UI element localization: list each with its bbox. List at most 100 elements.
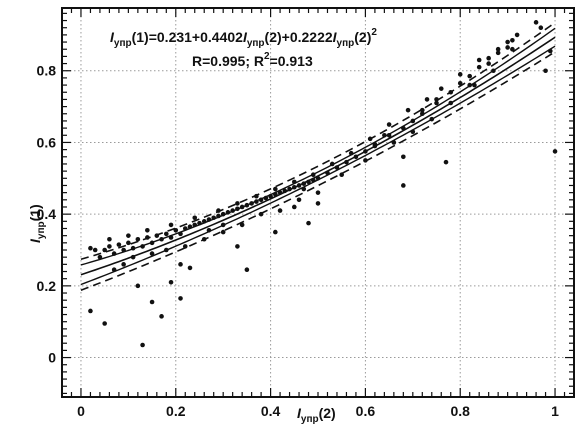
data-point [287, 186, 292, 192]
data-point [315, 201, 321, 206]
data-point [187, 265, 193, 271]
equation-i2: I [243, 29, 248, 45]
data-point [216, 213, 221, 219]
equation-sup: 2 [371, 27, 377, 38]
data-point [472, 82, 477, 88]
prediction-lower-dashed [80, 51, 556, 291]
equation-part2: (1)=0.231+0.4402 [132, 29, 244, 45]
x-label-rest: (2) [319, 405, 336, 421]
fit-band-upper-solid [80, 27, 556, 266]
data-point [301, 181, 307, 186]
data-point [258, 197, 264, 203]
data-point [363, 158, 368, 163]
data-point [315, 176, 321, 181]
data-point [476, 64, 482, 70]
data-point [130, 254, 136, 260]
y-tick-label: 0.4 [37, 206, 57, 222]
data-point [548, 48, 553, 54]
data-point [495, 46, 501, 52]
data-point [424, 97, 430, 102]
equation-part4: (2)+0.2222 [265, 29, 333, 45]
data-point [140, 342, 145, 348]
equation-sub1: упр [114, 38, 132, 49]
data-point [372, 141, 378, 147]
data-point [282, 188, 288, 194]
data-point [296, 197, 302, 203]
data-point [178, 296, 183, 301]
points-layer [88, 20, 558, 348]
y-axis-label: Iупр(1) [27, 204, 47, 243]
data-point [401, 183, 406, 188]
data-point [505, 39, 510, 45]
data-point [429, 116, 435, 122]
data-point [159, 236, 164, 242]
data-point [244, 202, 250, 208]
data-point [510, 37, 515, 43]
data-point [178, 262, 183, 267]
stats-text: R=0.995; R2=0.913 [192, 51, 313, 69]
data-point [334, 165, 340, 170]
data-point [168, 222, 174, 228]
data-point [192, 215, 198, 221]
data-point [296, 183, 302, 188]
stats-r2-val: =0.913 [270, 53, 313, 69]
data-point [149, 240, 155, 246]
data-point [367, 136, 373, 142]
grid-layer [62, 8, 574, 397]
data-point [111, 251, 117, 256]
data-point [235, 244, 240, 249]
data-point [145, 235, 150, 240]
x-tick-label: 0.6 [356, 403, 376, 419]
data-point [149, 251, 155, 256]
data-point [220, 229, 226, 235]
data-point [401, 125, 406, 131]
fit-layer [80, 21, 556, 291]
ticks-layer: 0 0.2 0.4 0.6 0.8 1 0 0.2 0.4 0.6 0.8 [37, 8, 575, 419]
data-point [292, 204, 297, 210]
data-point [467, 82, 473, 88]
fit-curve [80, 36, 556, 276]
x-label-sub: упр [301, 414, 319, 425]
data-point [315, 190, 321, 195]
data-point [107, 236, 112, 242]
data-point [325, 170, 330, 176]
data-point [206, 227, 212, 233]
data-point [235, 201, 240, 206]
data-point [386, 122, 392, 127]
data-point [538, 25, 544, 31]
data-point [220, 222, 226, 228]
data-point [168, 235, 174, 240]
data-point [306, 179, 311, 185]
data-point [225, 210, 231, 215]
data-point [268, 193, 273, 199]
data-point [420, 111, 425, 117]
data-point [391, 140, 397, 145]
equation-i1: I [110, 29, 115, 45]
data-point [348, 150, 354, 156]
data-point [420, 107, 425, 113]
data-point [121, 247, 126, 253]
data-point [126, 240, 131, 246]
data-point [173, 227, 179, 233]
data-point [216, 208, 221, 213]
y-tick-label: 0.6 [37, 134, 57, 150]
data-point [543, 68, 548, 74]
data-point [306, 220, 311, 226]
data-point [292, 184, 297, 190]
data-point [277, 208, 283, 213]
data-point [401, 154, 406, 160]
data-point [201, 236, 207, 242]
data-point [467, 73, 473, 79]
data-point [486, 61, 491, 66]
data-point [254, 199, 259, 204]
stats-r2-sup: 2 [264, 51, 270, 62]
data-point [438, 86, 444, 91]
data-point [192, 222, 198, 228]
x-tick-label: 1 [551, 403, 559, 419]
data-point [140, 244, 145, 249]
data-point [239, 204, 245, 210]
data-point [102, 321, 107, 326]
data-point [164, 231, 169, 237]
data-point [510, 46, 515, 52]
